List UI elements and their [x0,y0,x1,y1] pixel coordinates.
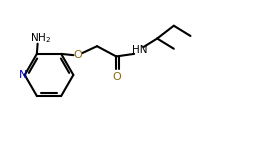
Text: N: N [19,70,28,80]
Text: HN: HN [132,44,147,55]
Text: O: O [113,72,121,82]
Text: O: O [73,50,82,60]
Text: NH$_2$: NH$_2$ [30,32,51,45]
